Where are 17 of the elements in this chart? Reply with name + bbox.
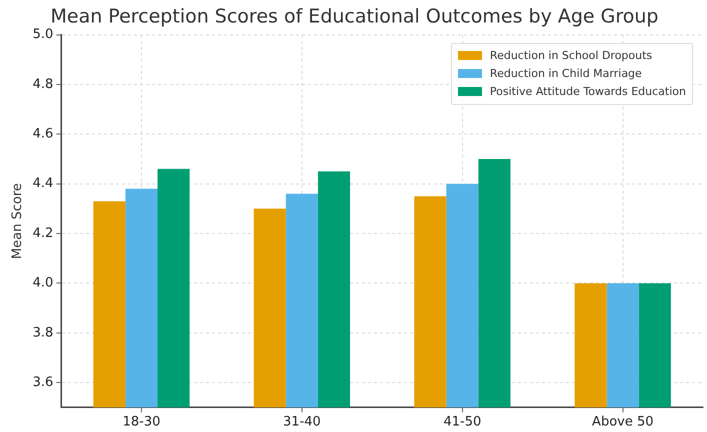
x-tick-label: 31-40: [283, 414, 321, 430]
y-tick-label: 3.8: [32, 325, 54, 340]
y-tick-label: 3.6: [32, 374, 54, 390]
x-tick-label: 18-30: [122, 414, 160, 430]
x-tick-label: Above 50: [592, 414, 654, 430]
x-tick-label: 41-50: [443, 414, 482, 430]
y-axis-title: Mean Score: [10, 183, 26, 260]
y-tick-label: 4.0: [32, 276, 54, 291]
chart-title: Mean Perception Scores of Educational Outcomes by Age Group: [50, 5, 658, 28]
y-tick-label: 4.4: [32, 176, 54, 192]
y-tick-label: 5.0: [32, 27, 54, 42]
y-tick-label: 4.6: [32, 126, 54, 142]
y-tick-label: 4.2: [32, 226, 54, 241]
legend-label: Reduction in School Dropouts: [490, 49, 652, 62]
legend-label: Reduction in Child Marriage: [490, 67, 642, 80]
legend-label: Positive Attitude Towards Education: [490, 85, 686, 98]
y-tick-label: 4.8: [32, 76, 54, 92]
